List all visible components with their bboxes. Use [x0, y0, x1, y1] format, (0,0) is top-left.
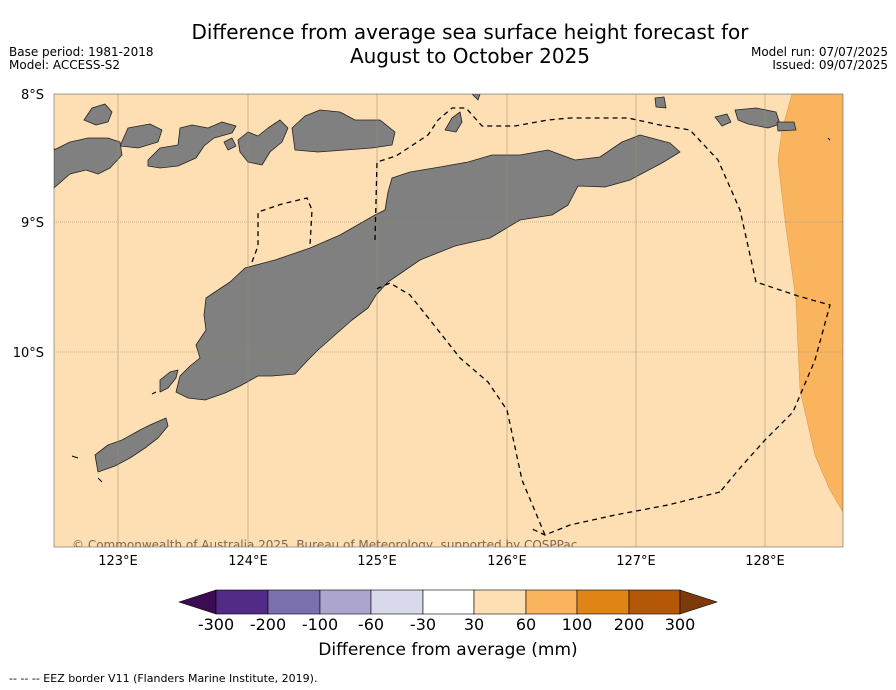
small-island-north: [471, 94, 481, 101]
colorbar-bin-2: [267, 589, 321, 615]
moa-island: [734, 107, 781, 129]
colorbar-label: 100: [561, 615, 593, 634]
eez-border: [54, 107, 831, 536]
colorbar-label: 30: [463, 615, 485, 634]
adonara-island: [119, 123, 163, 149]
lon-label-127e: 127°E: [616, 554, 656, 569]
wetar-island: [291, 109, 396, 153]
colorbar-label: 300: [664, 615, 696, 634]
timor-island: [175, 134, 681, 401]
anomaly-region-60-100: [777, 94, 843, 513]
colorbar-bin-5: [422, 589, 475, 615]
colorbar-label: -60: [357, 615, 385, 634]
colorbar-label: 60: [515, 615, 537, 634]
lat-label-10s: 10°S: [13, 346, 44, 361]
lakor-island: [776, 121, 797, 132]
lon-label-125e: 125°E: [357, 554, 397, 569]
gridlines: [54, 94, 843, 547]
colorbar-bin-7: [525, 589, 578, 615]
model-name: Model: ACCESS-S2: [9, 58, 121, 72]
map-area: © Commonwealth of Australia 2025, Bureau…: [54, 94, 843, 552]
colorbar-bin-9: [628, 589, 681, 615]
lon-label-128e: 128°E: [745, 554, 785, 569]
solor-island: [83, 103, 113, 126]
eez-legend: -- -- -- EEZ border V11 (Flanders Marine…: [9, 672, 318, 685]
rote-island: [94, 417, 169, 473]
base-period: Base period: 1981-2018: [9, 45, 154, 59]
map-frame: [53, 93, 844, 548]
leti-island: [714, 113, 732, 127]
issued-date: Issued: 09/07/2025: [772, 58, 888, 72]
colorbar-bin-4: [370, 589, 424, 615]
title-line-1: Difference from average sea surface heig…: [191, 20, 749, 44]
colorbar: [178, 589, 718, 615]
colorbar-bin-8: [576, 589, 630, 615]
coastline-fragments: [71, 137, 831, 483]
copyright-notice: © Commonwealth of Australia 2025, Bureau…: [72, 538, 577, 552]
meta-right: Model run: 07/07/2025 Issued: 09/07/2025: [751, 46, 888, 72]
semau-island: [159, 369, 179, 393]
latitude-labels: 8°S 9°S 10°S: [13, 88, 44, 361]
colorbar-bin-3: [319, 589, 372, 615]
lon-label-123e: 123°E: [98, 554, 138, 569]
colorbar-right-extend: [679, 589, 718, 615]
colorbar-label: -100: [301, 615, 339, 634]
lon-label-126e: 126°E: [487, 554, 527, 569]
lat-label-9s: 9°S: [21, 216, 44, 231]
chart-title: Difference from average sea surface heig…: [140, 20, 800, 68]
colorbar-label: -300: [197, 615, 235, 634]
lembata-island: [147, 121, 237, 169]
colorbar-left-extend: [178, 589, 217, 615]
colorbar-bin-6: [473, 589, 527, 615]
atauro-island: [444, 111, 463, 133]
lat-label-8s: 8°S: [21, 88, 44, 103]
colorbar-label: 200: [613, 615, 645, 634]
longitude-labels: 123°E 124°E 125°E 126°E 127°E 128°E: [98, 554, 785, 569]
lon-label-124e: 124°E: [228, 554, 268, 569]
meta-left: Base period: 1981-2018 Model: ACCESS-S2: [9, 46, 154, 72]
model-run: Model run: 07/07/2025: [750, 45, 888, 59]
colorbar-title: Difference from average (mm): [318, 640, 578, 660]
colorbar-bin-1: [215, 589, 269, 615]
pantar-island: [223, 137, 237, 151]
flores-island: [54, 137, 123, 189]
colorbar-label: -30: [409, 615, 437, 634]
title-line-2: August to October 2025: [349, 44, 591, 68]
alor-island: [237, 119, 289, 166]
kisar-island: [654, 96, 667, 109]
colorbar-label: -200: [249, 615, 287, 634]
